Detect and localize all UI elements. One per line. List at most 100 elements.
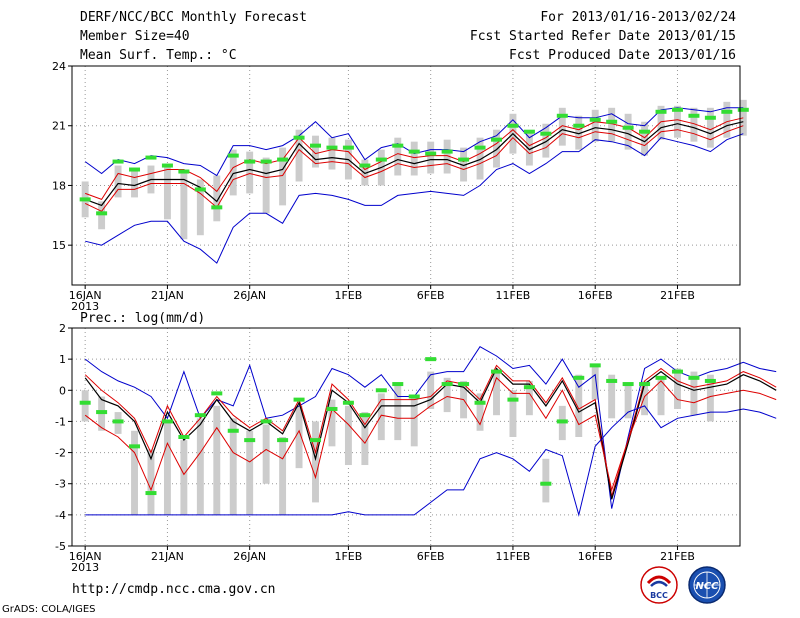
temp-observation-mark (79, 197, 91, 202)
prec-ensemble-box (542, 458, 550, 503)
prec-observation-mark (688, 375, 700, 380)
temp-y-tick-label: 15 (52, 239, 66, 252)
prec-ensemble-box (196, 418, 204, 515)
prec-ensemble-box (328, 399, 336, 447)
prec-observation-mark (540, 481, 552, 486)
prec-ensemble-box (377, 393, 385, 441)
prec-ensemble-box (344, 405, 352, 466)
temp-observation-mark (737, 107, 749, 112)
prec-observation-mark (112, 419, 124, 424)
temp-observation-mark (359, 163, 371, 168)
temp-observation-mark (606, 119, 618, 124)
member-size: Member Size=40 (80, 29, 190, 44)
prec-observation-mark (671, 369, 683, 374)
prec-observation-mark (474, 400, 486, 405)
variable-label: Mean Surf. Temp.: °C (80, 48, 237, 63)
prec-observation-mark (79, 400, 91, 405)
prec-ensemble-box (180, 440, 188, 515)
prec-observation-mark (194, 413, 206, 418)
prec-ensemble-box (476, 393, 484, 431)
prec-panel-title: Prec.: log(mm/d) (80, 311, 205, 326)
temp-ensemble-box (180, 169, 188, 240)
temp-observation-mark (523, 129, 535, 134)
temp-ensemble-box (525, 131, 533, 166)
prec-ensemble-box (427, 371, 435, 409)
prec-observation-mark (425, 357, 437, 362)
temp-observation-mark (458, 157, 470, 162)
started-date: Fcst Started Refer Date 2013/01/15 (469, 29, 736, 44)
bcc-logo: BCC (640, 566, 678, 604)
temp-observation-mark (375, 157, 387, 162)
temp-observation-mark (490, 137, 502, 142)
temp-ensemble-box (361, 159, 369, 186)
prec-ensemble-box (509, 390, 517, 437)
prec-observation-mark (310, 438, 322, 443)
prec-mean-line (84, 367, 777, 500)
temp-observation-mark (145, 155, 157, 160)
prec-ensemble-box (493, 371, 500, 416)
prec-y-tick-label: -3 (55, 478, 66, 491)
prec-ensemble-box (624, 384, 632, 419)
temp-ensemble-box (641, 121, 649, 156)
temp-observation-mark (573, 123, 585, 128)
temp-frame (71, 65, 741, 286)
prec-ensemble-box (394, 384, 402, 441)
temp-ensemble-box (476, 137, 484, 180)
temp-ensemble-box (624, 113, 632, 150)
temp-observation-mark (194, 187, 206, 192)
temp-x-tick-label: 21JAN (151, 289, 184, 302)
temp-observation-mark (671, 107, 683, 112)
prec-observation-mark (639, 382, 651, 387)
temp-ensemble-box (608, 107, 616, 142)
temp-observation-mark (556, 113, 568, 118)
prec-ensemble-box (213, 405, 221, 515)
temp-mean-line (84, 121, 744, 207)
temp-ensemble-box (690, 107, 698, 142)
prec-ensemble-box (361, 412, 369, 466)
prec-ensemble-box (229, 418, 237, 515)
prec-observation-mark (260, 419, 272, 424)
prec-observation-mark (392, 382, 404, 387)
prec-x-tick-label: 1FEB (334, 550, 362, 563)
temp-y-tick-label: 24 (52, 60, 66, 73)
prec-ensemble-box (706, 374, 714, 422)
temp-observation-mark (227, 153, 239, 158)
prec-min-line (85, 405, 777, 517)
prec-observation-mark (359, 413, 371, 418)
temp-ensemble-box (674, 105, 681, 138)
temp-ensemble-box (312, 135, 319, 168)
temp-observation-mark (129, 167, 141, 172)
prec-x-tick-label: 16FEB (578, 550, 613, 563)
prec-ensemble-box (674, 368, 681, 409)
prec-ensemble-box (163, 421, 171, 515)
prec-observation-mark (556, 419, 568, 424)
temp-observation-mark (540, 131, 552, 136)
temp-observation-mark (589, 117, 601, 122)
prec-ensemble-box (279, 437, 287, 515)
temp-observation-mark (342, 145, 354, 150)
header-right: For 2013/01/16-2013/02/24 Fcst Started Re… (470, 8, 736, 65)
temp-ensemble-box (706, 107, 714, 148)
prec-ensemble-box (295, 405, 303, 469)
temp-x-tick-label: 16FEB (578, 289, 613, 302)
prec-x-tick-label: 21JAN (151, 550, 184, 563)
prec-y-tick-label: 0 (59, 384, 66, 397)
prec-observation-mark (589, 363, 601, 368)
prec-observation-mark (408, 394, 420, 399)
temp-observation-mark (622, 125, 634, 130)
temp-observation-mark (326, 145, 338, 150)
temp-ensemble-box (410, 141, 418, 176)
header-left: DERF/NCC/BCC Monthly Forecast Member Size… (80, 8, 307, 65)
prec-ensemble-box (262, 424, 270, 484)
prec-observation-mark (490, 369, 502, 374)
prec-ensemble-box (147, 449, 155, 515)
temp-ensemble-box (246, 151, 254, 194)
temp-y-tick-label: 18 (52, 179, 66, 192)
temp-ensemble-box (493, 129, 500, 168)
temp-spread-lower-line (84, 125, 744, 212)
temp-x-tick-label: 26JAN (233, 289, 266, 302)
prec-ensemble-box (525, 380, 533, 416)
temp-ensemble-box (443, 139, 451, 174)
source-url[interactable]: http://cmdp.ncc.cma.gov.cn (72, 582, 276, 597)
